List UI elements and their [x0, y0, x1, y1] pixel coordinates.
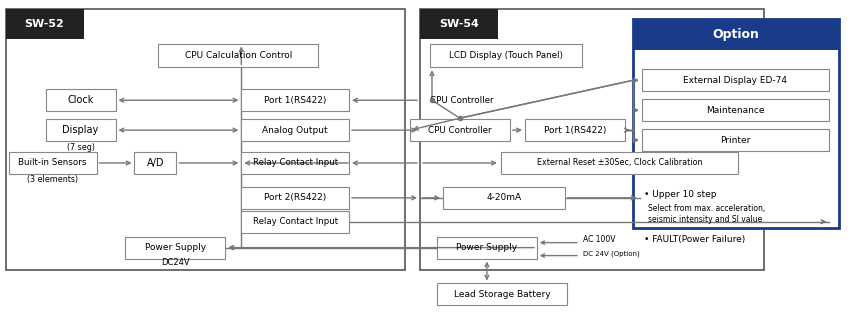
- Text: A/D: A/D: [147, 158, 164, 168]
- Text: Display: Display: [62, 125, 99, 135]
- Text: (3 elements): (3 elements): [27, 175, 78, 184]
- FancyBboxPatch shape: [437, 284, 567, 305]
- FancyBboxPatch shape: [241, 187, 349, 209]
- Text: Port 2(RS422): Port 2(RS422): [264, 193, 326, 202]
- FancyBboxPatch shape: [437, 237, 537, 259]
- Text: (7 seg): (7 seg): [66, 142, 94, 152]
- Text: Clock: Clock: [67, 95, 94, 105]
- Text: Printer: Printer: [720, 136, 751, 145]
- FancyBboxPatch shape: [46, 89, 116, 111]
- FancyBboxPatch shape: [420, 9, 764, 269]
- Text: External Display ED-74: External Display ED-74: [683, 76, 787, 85]
- FancyBboxPatch shape: [241, 152, 349, 174]
- FancyBboxPatch shape: [6, 9, 83, 38]
- FancyBboxPatch shape: [642, 129, 830, 151]
- FancyBboxPatch shape: [126, 237, 225, 259]
- Text: CPU Controller: CPU Controller: [430, 96, 494, 105]
- Text: • Upper 10 step: • Upper 10 step: [643, 190, 717, 199]
- FancyBboxPatch shape: [410, 119, 510, 141]
- Text: Analog Output: Analog Output: [263, 126, 328, 135]
- Text: LCD Display (Touch Panel): LCD Display (Touch Panel): [449, 51, 563, 60]
- FancyBboxPatch shape: [632, 19, 839, 228]
- FancyBboxPatch shape: [632, 19, 839, 51]
- Text: Maintenance: Maintenance: [706, 106, 765, 115]
- FancyBboxPatch shape: [443, 187, 564, 209]
- Text: CPU Calculation Control: CPU Calculation Control: [184, 51, 292, 60]
- Text: DC24V: DC24V: [162, 258, 190, 267]
- FancyBboxPatch shape: [46, 119, 116, 141]
- Text: seismic intensity and SI value: seismic intensity and SI value: [648, 215, 762, 224]
- FancyBboxPatch shape: [241, 89, 349, 111]
- FancyBboxPatch shape: [420, 9, 498, 38]
- Text: Select from max. acceleration,: Select from max. acceleration,: [648, 204, 765, 213]
- Text: SW-52: SW-52: [25, 19, 65, 28]
- FancyBboxPatch shape: [642, 99, 830, 121]
- FancyBboxPatch shape: [8, 152, 97, 174]
- Text: External Reset ±30Sec, Clock Calibration: External Reset ±30Sec, Clock Calibration: [537, 158, 702, 167]
- Text: 4-20mA: 4-20mA: [486, 193, 521, 202]
- FancyBboxPatch shape: [524, 119, 625, 141]
- Text: AC 100V: AC 100V: [583, 235, 615, 244]
- FancyBboxPatch shape: [158, 44, 318, 68]
- Text: Power Supply: Power Supply: [144, 243, 206, 252]
- FancyBboxPatch shape: [430, 44, 581, 68]
- Text: Built-in Sensors: Built-in Sensors: [19, 158, 87, 167]
- FancyBboxPatch shape: [241, 119, 349, 141]
- Text: SW-54: SW-54: [439, 19, 479, 28]
- FancyBboxPatch shape: [642, 69, 830, 91]
- Text: Option: Option: [712, 28, 759, 41]
- Text: Relay Contact Input: Relay Contact Input: [252, 217, 337, 226]
- Text: Port 1(RS422): Port 1(RS422): [543, 126, 606, 135]
- FancyBboxPatch shape: [501, 152, 739, 174]
- Text: Lead Storage Battery: Lead Storage Battery: [454, 290, 550, 299]
- Text: • FAULT(Power Failure): • FAULT(Power Failure): [643, 235, 745, 244]
- Text: DC 24V (Option): DC 24V (Option): [583, 250, 639, 257]
- FancyBboxPatch shape: [6, 9, 405, 269]
- Text: Power Supply: Power Supply: [456, 243, 518, 252]
- Text: CPU Controller: CPU Controller: [428, 126, 492, 135]
- Text: Port 1(RS422): Port 1(RS422): [264, 96, 326, 105]
- FancyBboxPatch shape: [241, 211, 349, 233]
- Text: Relay Contact Input: Relay Contact Input: [252, 158, 337, 167]
- FancyBboxPatch shape: [134, 152, 177, 174]
